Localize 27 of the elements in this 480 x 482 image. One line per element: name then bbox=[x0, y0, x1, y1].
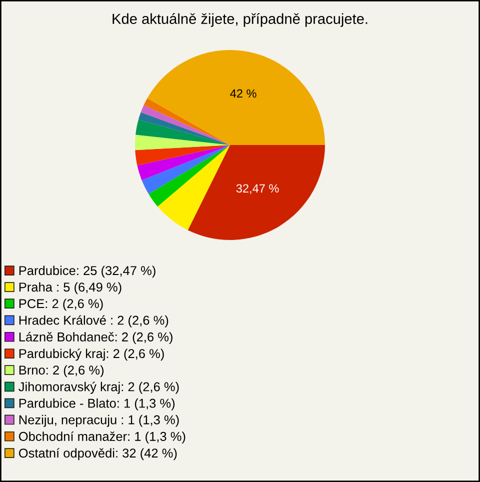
pie-slice bbox=[148, 145, 230, 207]
pie-slice bbox=[147, 50, 325, 145]
pie-slice bbox=[140, 105, 230, 145]
legend-label: Neziju, nepracuju : 1 (1,3 %) bbox=[19, 414, 179, 427]
data-label: 32,47 % bbox=[236, 184, 279, 194]
pie-slice bbox=[135, 134, 230, 150]
legend-label: Pardubický kraj: 2 (2,6 %) bbox=[19, 348, 164, 361]
pie-slice bbox=[158, 145, 230, 230]
pie-slice bbox=[142, 145, 230, 194]
legend-label: Hradec Králové : 2 (2,6 %) bbox=[19, 315, 168, 328]
legend-label: Pardubice - Blato: 1 (1,3 %) bbox=[19, 398, 175, 410]
pie-slice bbox=[188, 145, 325, 240]
legend-label: Lázně Bohdaneč: 2 (2,6 %) bbox=[19, 332, 172, 344]
legend-label: Ostatní odpovědi: 32 (42 %) bbox=[18, 448, 177, 460]
legend-label: Brno: 2 (2,6 %) bbox=[19, 365, 104, 378]
legend-label: Pardubice: 25 (32,47 %) bbox=[19, 266, 156, 278]
pie-slice bbox=[136, 120, 230, 145]
data-label: 42 % bbox=[230, 89, 256, 98]
legend-label: Obchodní manažer: 1 (1,3 %) bbox=[18, 431, 186, 444]
pie-slice bbox=[144, 98, 230, 145]
pie-slice bbox=[138, 112, 230, 145]
legend-label: Praha : 5 (6,49 %) bbox=[19, 282, 122, 294]
pie-slice bbox=[135, 145, 230, 166]
pie-slice bbox=[137, 145, 230, 180]
chart-title: Kde aktuálně žijete, případně pracujete. bbox=[112, 13, 368, 27]
legend-label: PCE: 2 (2,6 %) bbox=[19, 298, 103, 311]
legend-label: Jihomoravský kraj: 2 (2,6 %) bbox=[18, 382, 179, 394]
